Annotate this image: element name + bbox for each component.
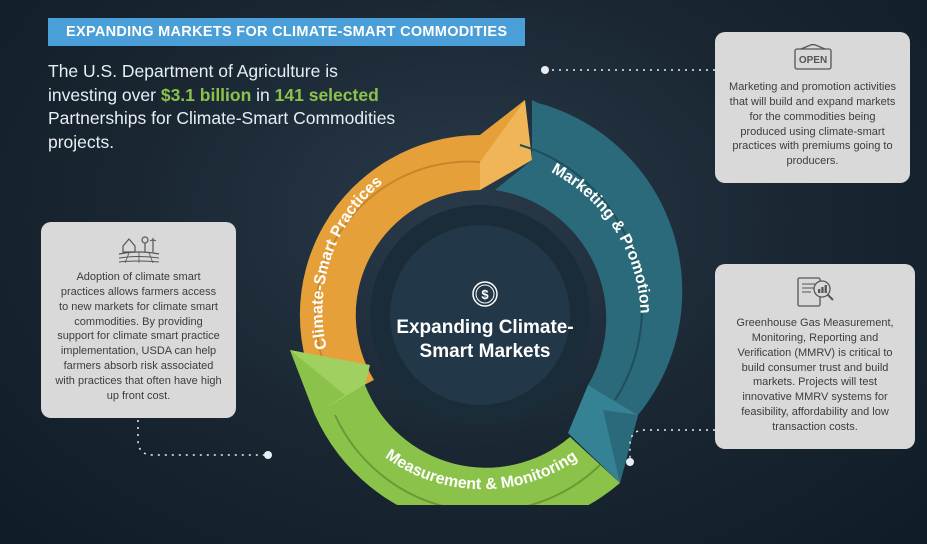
info-box-farm-text: Adoption of climate smart practices allo… [55,270,222,404]
svg-text:OPEN: OPEN [798,55,826,66]
info-box-mmrv: Greenhouse Gas Measurement, Monitoring, … [715,264,915,449]
info-box-mmrv-text: Greenhouse Gas Measurement, Monitoring, … [729,316,901,435]
farm-field-icon [55,234,222,264]
dollar-icon: $ [395,280,575,308]
info-box-open: OPEN Marketing and promotion activities … [715,32,910,183]
magnifier-chart-icon [729,276,901,310]
open-sign-icon: OPEN [729,44,896,74]
info-box-open-text: Marketing and promotion activities that … [729,80,896,169]
svg-text:$: $ [481,287,489,302]
center-text: Expanding Climate-Smart Markets [395,316,575,364]
title-bar: EXPANDING MARKETS FOR CLIMATE-SMART COMM… [48,18,525,46]
center-label: $ Expanding Climate-Smart Markets [395,280,575,364]
info-box-farm: Adoption of climate smart practices allo… [41,222,236,418]
intro-amount: $3.1 billion [161,85,251,105]
